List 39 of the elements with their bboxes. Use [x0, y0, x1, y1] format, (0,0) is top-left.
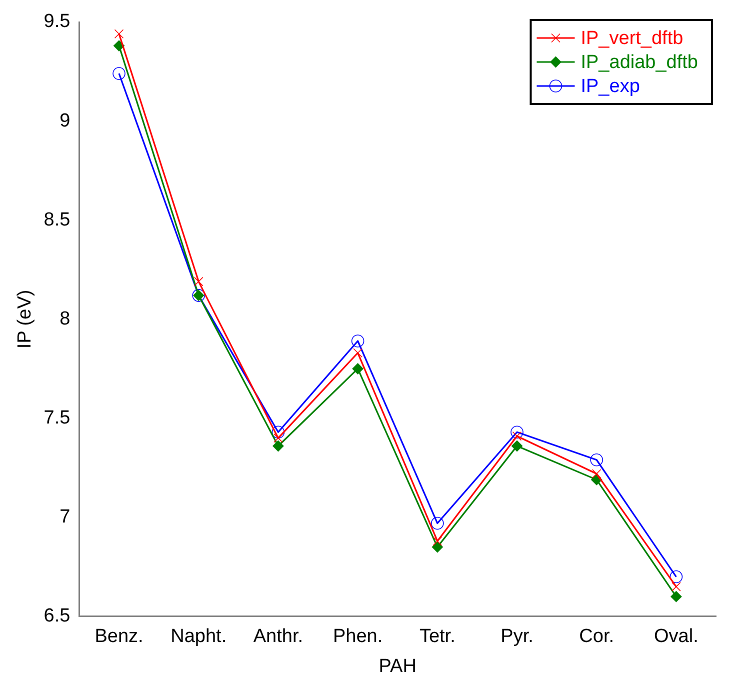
point — [114, 29, 124, 39]
point — [512, 440, 523, 452]
x-tick-label: Phen. — [332, 626, 383, 648]
legend-label: IP_adiab_dftb — [580, 52, 698, 74]
y-tick-label: 6.5 — [44, 606, 70, 627]
x-tick-label: Anthr. — [253, 626, 304, 648]
point — [353, 348, 362, 358]
point — [670, 591, 682, 602]
y-tick-label: 8 — [60, 308, 70, 330]
point — [512, 431, 522, 441]
x-tick-label: Oval. — [654, 626, 698, 648]
point — [590, 453, 603, 466]
legend-label: IP_exp — [580, 76, 640, 98]
point — [272, 426, 285, 439]
y-tick-label: 8.5 — [44, 209, 70, 230]
x-tick-label: Benz. — [94, 626, 144, 648]
point — [272, 440, 284, 452]
point — [274, 433, 283, 443]
y-tick-label: 7 — [60, 506, 70, 528]
point — [672, 582, 681, 592]
legend-label: IP_vert_dftb — [580, 28, 684, 50]
x-tick-label: Tetr. — [419, 626, 456, 648]
x-tick-label: Napht. — [170, 626, 227, 648]
point — [352, 363, 364, 374]
y-tick-label: 7.5 — [44, 408, 70, 428]
point — [432, 536, 442, 546]
point — [112, 67, 126, 80]
y-tick-label: 9.5 — [44, 11, 70, 32]
point — [351, 334, 364, 348]
x-tick-label: Cor. — [579, 626, 614, 648]
x-axis-title: PAH — [378, 656, 416, 677]
y-axis-title: IP (eV) — [14, 290, 36, 349]
y-tick-label: 9 — [60, 110, 70, 132]
point — [510, 426, 524, 439]
point — [194, 276, 204, 286]
point — [432, 542, 443, 553]
point — [592, 469, 602, 478]
x-tick-label: Pyr. — [500, 626, 534, 648]
point — [431, 516, 444, 530]
